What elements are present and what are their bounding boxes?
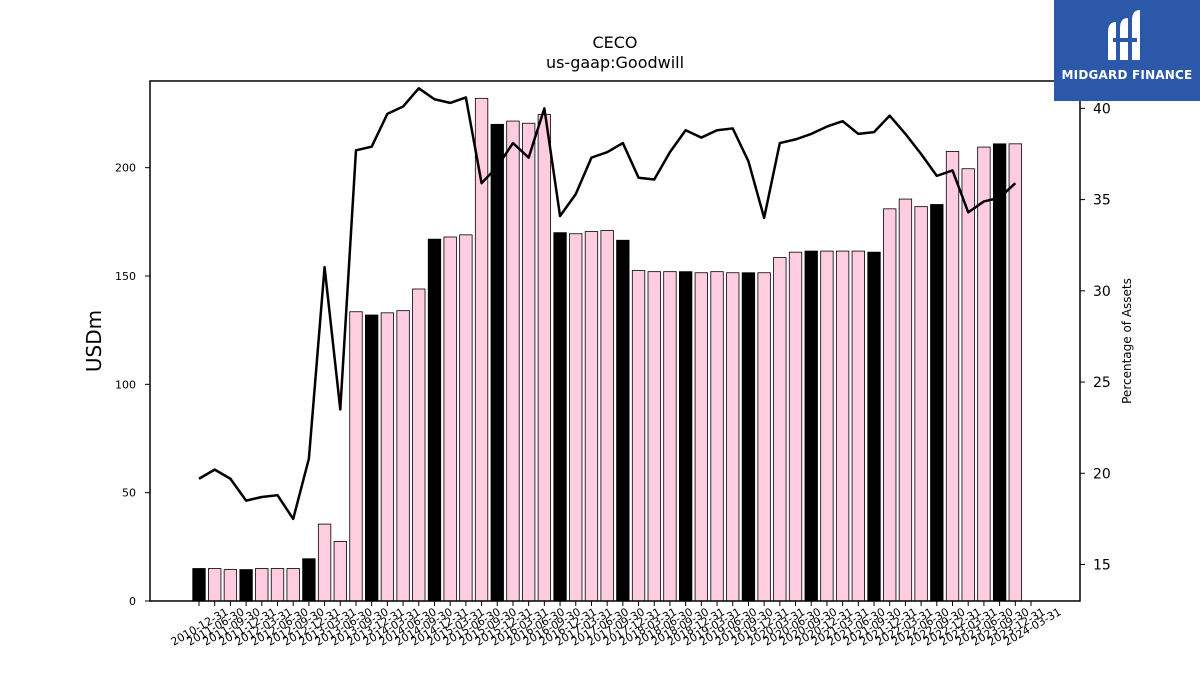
bar bbox=[883, 208, 897, 602]
bar bbox=[757, 272, 771, 602]
bar bbox=[380, 312, 395, 602]
bar bbox=[631, 270, 646, 602]
bar bbox=[569, 233, 583, 602]
bar bbox=[694, 272, 708, 602]
bar bbox=[522, 122, 536, 602]
bar bbox=[600, 230, 614, 602]
y-left-tick-label: 200 bbox=[115, 162, 136, 175]
bar bbox=[663, 271, 677, 602]
bar bbox=[584, 231, 599, 602]
line-series-layer bbox=[198, 87, 1017, 521]
bar bbox=[835, 250, 850, 602]
y-axis-right: 15 20 25 30 35 40 bbox=[1080, 101, 1111, 574]
y-left-tick-label: 100 bbox=[115, 378, 136, 391]
midgard-finance-logo: MIDGARD FINANCE bbox=[1054, 0, 1200, 101]
bar bbox=[773, 257, 787, 602]
bar bbox=[945, 151, 960, 602]
bar bbox=[270, 568, 285, 602]
chart-subtitle: us-gaap:Goodwill bbox=[546, 53, 684, 72]
bar bbox=[412, 288, 426, 602]
bar bbox=[223, 569, 238, 602]
bar bbox=[286, 568, 300, 602]
bar bbox=[459, 234, 473, 602]
bar bbox=[930, 204, 944, 602]
bar bbox=[506, 120, 520, 602]
y-right-tick-label: 35 bbox=[1093, 193, 1111, 209]
bar bbox=[537, 114, 552, 602]
percentage-line bbox=[198, 87, 1017, 521]
bar bbox=[1008, 143, 1022, 602]
y-left-tick-label: 150 bbox=[115, 270, 136, 283]
midgard-m-logo-icon bbox=[1108, 10, 1140, 60]
logo-text: MIDGARD FINANCE bbox=[1061, 68, 1193, 82]
bar bbox=[726, 272, 740, 602]
bar bbox=[208, 568, 222, 602]
bar bbox=[647, 271, 661, 602]
chart-title: CECO bbox=[592, 33, 637, 52]
y-left-tick-label: 50 bbox=[122, 487, 136, 500]
bar bbox=[977, 146, 991, 602]
bar bbox=[804, 250, 818, 602]
y-axis-left-label: USDm bbox=[82, 310, 106, 372]
bar bbox=[490, 123, 504, 602]
bar bbox=[239, 569, 253, 602]
bar bbox=[192, 568, 206, 602]
y-right-tick-label: 25 bbox=[1093, 375, 1111, 391]
bar bbox=[443, 236, 457, 602]
bar bbox=[302, 558, 316, 602]
bar bbox=[396, 310, 410, 602]
bar bbox=[427, 238, 442, 602]
bar bbox=[474, 97, 489, 602]
y-axis-right-label: Percentage of Assets bbox=[1120, 278, 1134, 404]
bar bbox=[851, 250, 865, 602]
bar bbox=[349, 311, 363, 602]
bar bbox=[710, 271, 724, 602]
bar bbox=[553, 232, 567, 602]
y-axis-left: 0 50 100 150 200 bbox=[115, 162, 150, 608]
bar bbox=[616, 239, 630, 602]
y-right-tick-label: 40 bbox=[1093, 101, 1111, 117]
bar bbox=[365, 314, 379, 602]
x-axis: 2010-12-312011-06-302011-09-302011-12-31… bbox=[169, 601, 1064, 649]
bar bbox=[992, 143, 1007, 602]
bar bbox=[333, 541, 347, 602]
bar bbox=[867, 251, 881, 602]
y-right-tick-label: 30 bbox=[1093, 284, 1111, 300]
bar bbox=[317, 523, 332, 602]
bar bbox=[741, 272, 756, 602]
bar bbox=[961, 168, 975, 602]
bar bbox=[788, 251, 803, 602]
bar bbox=[914, 206, 928, 602]
y-left-tick-label: 0 bbox=[129, 595, 136, 608]
bar bbox=[678, 271, 693, 602]
y-right-tick-label: 20 bbox=[1093, 466, 1111, 482]
y-right-tick-label: 15 bbox=[1093, 558, 1111, 574]
plot-frame bbox=[149, 80, 1081, 602]
bar bbox=[898, 198, 913, 602]
bar bbox=[255, 568, 269, 602]
bar bbox=[820, 250, 834, 602]
